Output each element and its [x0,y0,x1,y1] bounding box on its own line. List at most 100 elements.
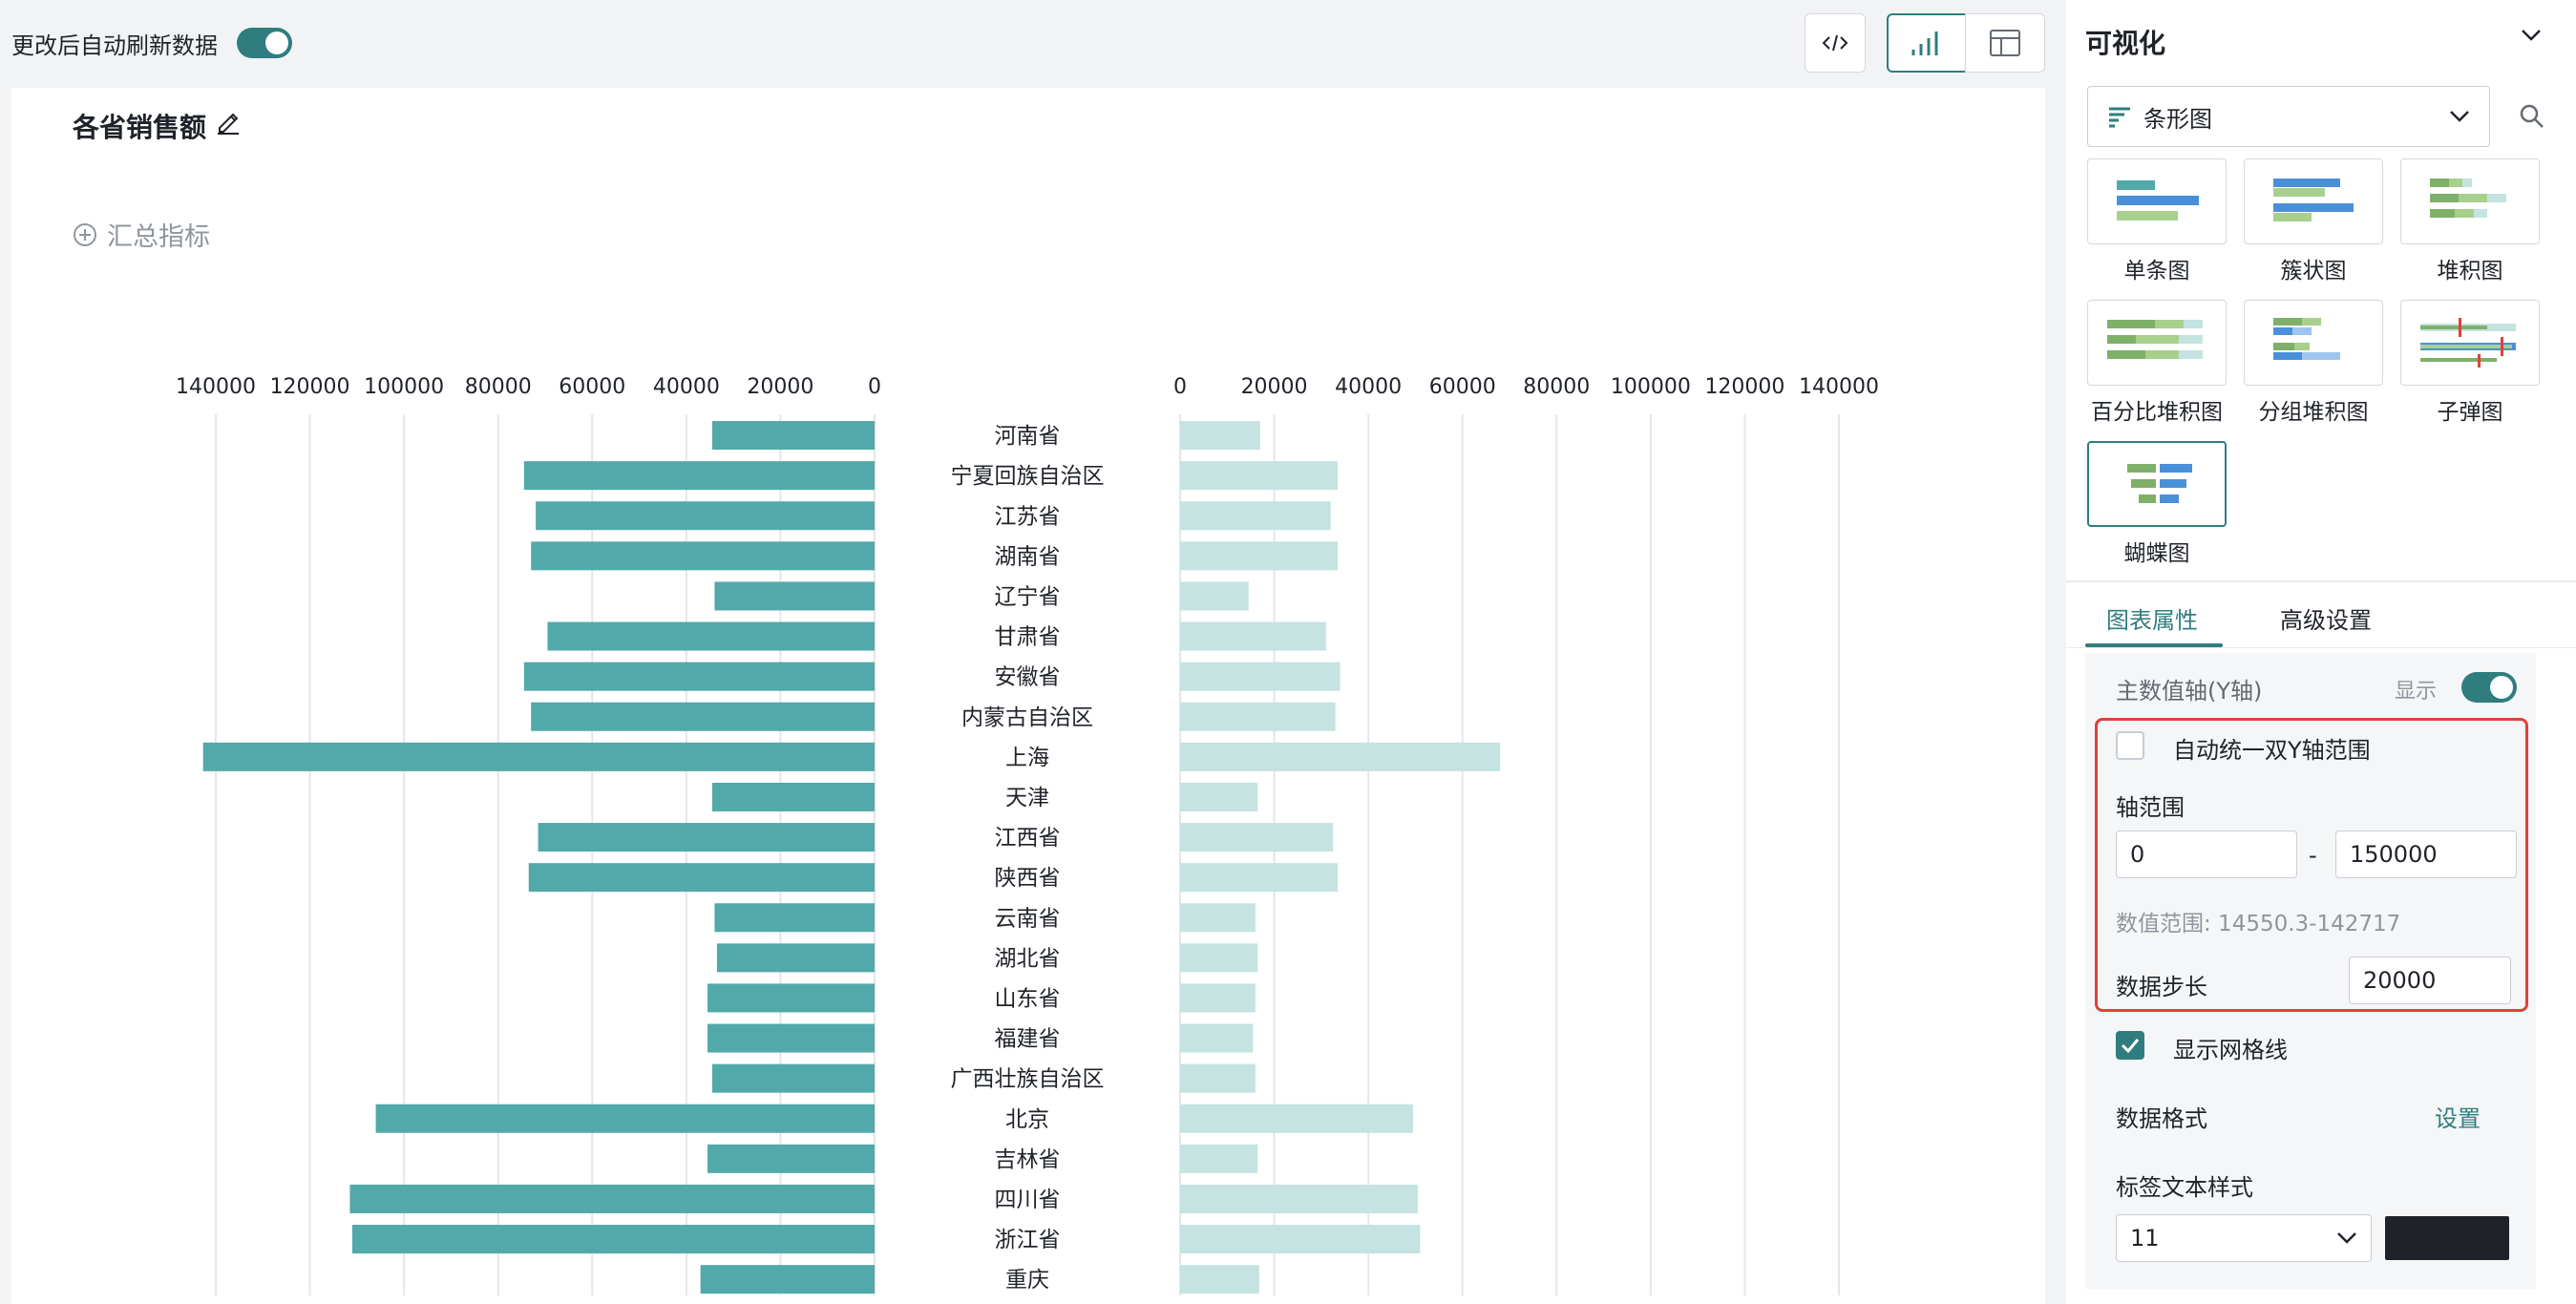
category-label: 云南省 [995,906,1061,931]
bar-sales[interactable] [1180,782,1258,811]
chart-type-label: 分组堆积图 [2258,400,2369,425]
chart-type-percent[interactable] [2087,300,2227,386]
bar-production[interactable] [375,1104,876,1133]
axis-range-max-input[interactable]: 150000 [2335,831,2517,878]
chart-type-label: 蝴蝶图 [2123,541,2190,566]
chart-view-button[interactable] [1887,13,1967,73]
category-label: 福建省 [995,1027,1061,1052]
bar-production[interactable] [528,863,875,893]
category-label: 上海 [1005,746,1049,770]
auto-refresh-toggle[interactable] [237,28,292,58]
bar-sales[interactable] [1180,581,1249,611]
category-label: 天津 [1005,786,1049,810]
tab-advanced-settings[interactable]: 高级设置 [2280,607,2372,634]
chart-type-stack[interactable] [2400,158,2540,244]
bar-production[interactable] [523,662,875,691]
bar-sales[interactable] [1180,1225,1421,1254]
bar-production[interactable] [547,621,875,651]
bar-production[interactable] [700,1265,875,1294]
category-label: 重庆 [1005,1268,1049,1293]
top-bar: 更改后自动刷新数据 [0,0,2062,88]
chart-type-group[interactable] [2244,300,2383,386]
bar-sales[interactable] [1180,742,1501,771]
bar-production[interactable] [707,1144,875,1173]
bar-sales[interactable] [1180,1023,1254,1053]
bar-production[interactable] [711,782,875,811]
highlight-box [2095,718,2528,1012]
bar-production[interactable] [351,1225,875,1254]
bar-sales[interactable] [1180,662,1341,691]
chart-type-butterfly[interactable] [2087,441,2227,527]
tick-label-right: 80000 [1523,375,1590,399]
bar-production[interactable] [707,983,875,1013]
category-label: 浙江省 [995,1228,1061,1252]
data-step-label: 数据步长 [2116,974,2207,1000]
tick-label-right: 100000 [1611,375,1691,399]
bar-production[interactable] [707,1023,875,1053]
tick-label-left: 80000 [465,375,532,399]
data-format-settings-link[interactable]: 设置 [2435,1105,2481,1132]
label-color-picker[interactable] [2385,1216,2509,1260]
range-separator: - [2309,842,2317,869]
y-axis-visibility-toggle[interactable] [2461,672,2517,703]
bar-production[interactable] [711,421,875,451]
bar-production[interactable] [536,501,875,531]
bar-sales[interactable] [1180,461,1339,491]
show-gridlines-checkbox[interactable] [2116,1031,2144,1060]
chart-type-thumbnail-group [2273,318,2340,360]
bar-sales[interactable] [1180,1144,1258,1173]
search-icon[interactable] [2519,103,2545,130]
summary-metric-button[interactable]: 汇总指标 [73,216,210,253]
bar-sales[interactable] [1180,1104,1413,1133]
bar-production[interactable] [523,461,875,491]
bar-production[interactable] [538,823,875,852]
chevron-down-icon [2337,1232,2356,1244]
code-view-button[interactable] [1805,13,1866,73]
category-label: 内蒙古自治区 [961,705,1093,730]
bar-production[interactable] [531,702,875,731]
chart-type-thumbnail-single [2117,180,2199,221]
chart-type-single[interactable] [2087,158,2227,244]
bar-sales[interactable] [1180,983,1256,1013]
axis-range-min-input[interactable]: 0 [2116,831,2297,878]
edit-icon[interactable] [214,107,243,136]
bar-sales[interactable] [1180,541,1339,571]
bar-sales[interactable] [1180,1184,1418,1213]
bar-sales[interactable] [1180,1063,1256,1093]
bar-production[interactable] [714,581,875,611]
bar-production[interactable] [531,541,875,571]
chart-type-bullet[interactable] [2400,300,2540,386]
category-label: 湖南省 [995,544,1061,569]
bar-sales[interactable] [1180,421,1260,451]
data-step-input[interactable]: 20000 [2349,957,2511,1004]
chevron-down-icon[interactable] [2521,29,2542,42]
chart-type-select[interactable]: 条形图 [2087,86,2490,147]
bar-sales[interactable] [1180,863,1339,893]
bar-production[interactable] [711,1063,875,1093]
bar-sales[interactable] [1180,943,1258,973]
category-label: 四川省 [995,1188,1061,1212]
bar-sales[interactable] [1180,621,1326,651]
font-size-select[interactable]: 11 [2116,1214,2372,1262]
tick-label-left: 0 [868,375,881,399]
bar-production[interactable] [716,943,875,973]
active-tab-indicator [2085,643,2223,647]
bar-sales[interactable] [1180,903,1256,933]
toggle-knob [2490,676,2513,699]
bar-production[interactable] [202,742,875,771]
bar-production[interactable] [714,903,875,933]
divider [2066,580,2576,582]
bar-production[interactable] [349,1184,876,1213]
bar-sales[interactable] [1180,702,1336,731]
tick-label-right: 140000 [1799,375,1879,399]
bar-sales[interactable] [1180,823,1334,852]
bar-sales[interactable] [1180,501,1331,531]
auto-unify-checkbox[interactable] [2116,731,2144,760]
table-view-button[interactable] [1965,13,2045,73]
chart-type-cluster[interactable] [2244,158,2383,244]
bar-sales[interactable] [1180,1265,1259,1294]
chart-type-thumbnail-cluster [2273,179,2354,221]
tab-chart-properties[interactable]: 图表属性 [2106,607,2198,634]
chart-type-thumbnail-percent [2107,320,2203,359]
visualization-panel: 可视化 条形图 单条图 簇状图 堆积图 百分比堆积图 分组堆积图 子弹图 蝴蝶图 图表属性 … [2066,0,2576,1304]
